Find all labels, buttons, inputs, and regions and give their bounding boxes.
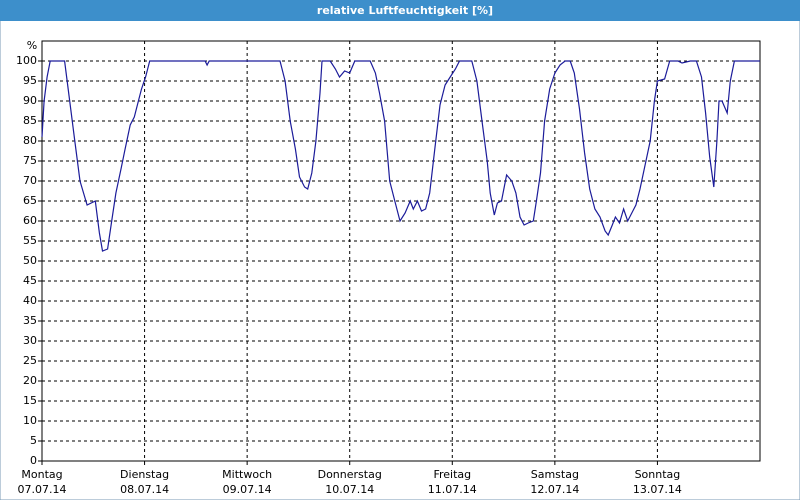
y-tick-label: 55 bbox=[23, 234, 37, 247]
y-tick-label: 35 bbox=[23, 314, 37, 327]
y-tick-label: 20 bbox=[23, 374, 37, 387]
y-tick-label: 100 bbox=[16, 54, 37, 67]
y-axis-label: % bbox=[27, 39, 37, 52]
y-tick-label: 90 bbox=[23, 94, 37, 107]
y-tick-label: 10 bbox=[23, 414, 37, 427]
y-tick-label: 50 bbox=[23, 254, 37, 267]
y-tick-label: 80 bbox=[23, 134, 37, 147]
y-tick-label: 15 bbox=[23, 394, 37, 407]
y-tick-label: 65 bbox=[23, 194, 37, 207]
x-tick-label: Sonntag bbox=[635, 468, 681, 481]
x-tick-date: 07.07.14 bbox=[18, 483, 67, 496]
y-tick-label: 0 bbox=[30, 454, 37, 467]
x-tick-date: 09.07.14 bbox=[223, 483, 272, 496]
chart-title: relative Luftfeuchtigkeit [%] bbox=[317, 4, 493, 17]
y-tick-label: 40 bbox=[23, 294, 37, 307]
y-tick-label: 25 bbox=[23, 354, 37, 367]
y-tick-label: 60 bbox=[23, 214, 37, 227]
x-tick-date: 10.07.14 bbox=[325, 483, 374, 496]
x-tick-date: 12.07.14 bbox=[530, 483, 579, 496]
humidity-line bbox=[41, 60, 760, 252]
x-tick-label: Dienstag bbox=[120, 468, 169, 481]
x-tick-label: Mittwoch bbox=[222, 468, 272, 481]
title-bar bbox=[0, 0, 800, 21]
y-tick-label: 5 bbox=[30, 434, 37, 447]
y-tick-label: 75 bbox=[23, 154, 37, 167]
y-tick-label: 85 bbox=[23, 114, 37, 127]
x-tick-date: 13.07.14 bbox=[633, 483, 682, 496]
x-tick-date: 08.07.14 bbox=[120, 483, 169, 496]
x-tick-label: Freitag bbox=[433, 468, 471, 481]
x-tick-label: Samstag bbox=[531, 468, 579, 481]
y-tick-label: 45 bbox=[23, 274, 37, 287]
y-tick-label: 95 bbox=[23, 74, 37, 87]
x-tick-date: 11.07.14 bbox=[428, 483, 477, 496]
x-tick-label: Montag bbox=[21, 468, 62, 481]
y-tick-label: 30 bbox=[23, 334, 37, 347]
x-tick-label: Donnerstag bbox=[318, 468, 382, 481]
y-tick-label: 70 bbox=[23, 174, 37, 187]
